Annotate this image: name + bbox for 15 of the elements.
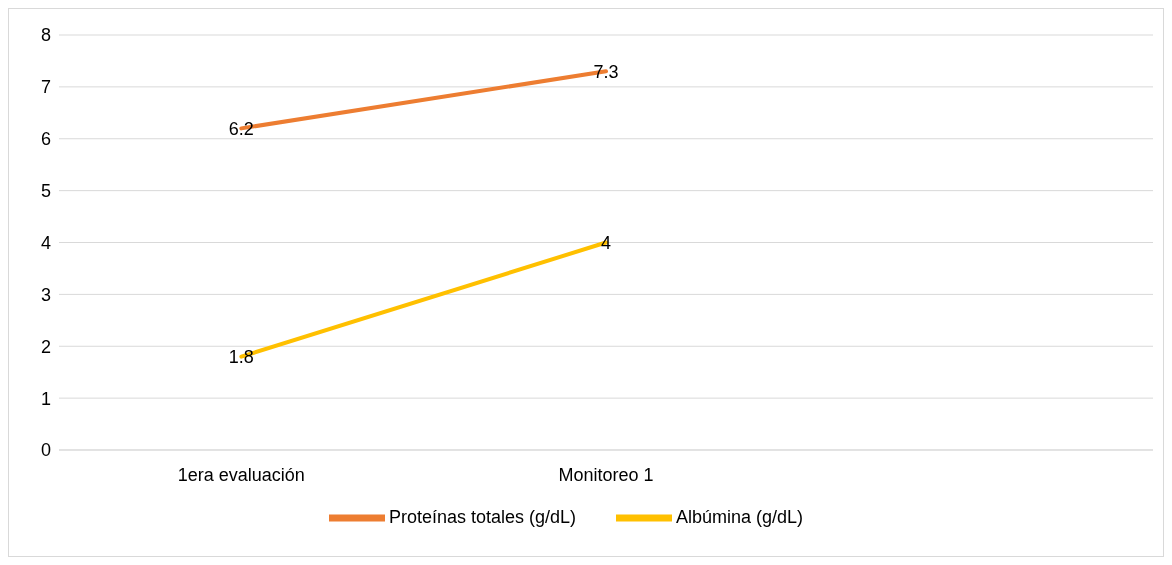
y-tick-label: 8: [40, 25, 51, 46]
y-tick-label: 2: [40, 336, 51, 357]
x-tick-label: 1era evaluación: [177, 464, 305, 485]
y-tick-label: 0: [40, 440, 51, 461]
legend-label: Albúmina (g/dL): [676, 506, 804, 527]
y-tick-label: 5: [40, 181, 51, 202]
y-tick-label: 3: [40, 284, 51, 305]
y-tick-label: 1: [40, 388, 51, 409]
data-label: 6.2: [228, 118, 254, 139]
x-tick-label: Monitoreo 1: [558, 464, 654, 485]
legend-label: Proteínas totales (g/dL): [388, 506, 577, 527]
y-tick-label: 6: [40, 129, 51, 150]
y-tick-label: 7: [40, 77, 51, 98]
y-tick-label: 4: [40, 232, 51, 253]
data-label: 7.3: [593, 61, 619, 82]
